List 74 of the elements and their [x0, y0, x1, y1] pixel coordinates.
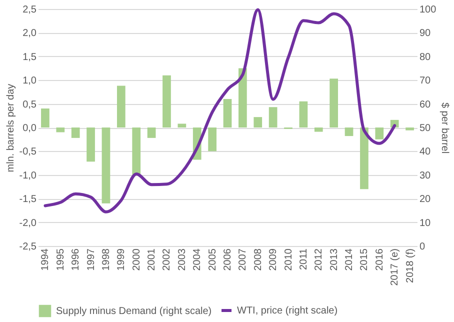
bar	[254, 117, 262, 128]
x-tick-label: 1994	[40, 248, 52, 271]
x-tick-label: 1998	[100, 248, 112, 271]
x-tick-label: 2014	[344, 248, 356, 271]
bar	[162, 75, 171, 128]
y-tick-label: -0,5	[19, 146, 37, 158]
y-tick-label: 1,0	[22, 76, 37, 87]
y2-tick-label: 30	[420, 170, 432, 182]
x-tick-label: 2013	[328, 248, 340, 271]
y2-tick-label: 0	[420, 242, 426, 252]
y2-tick-label: 10	[420, 218, 432, 229]
bar	[299, 101, 308, 128]
y-tick-label: 2,5	[22, 4, 37, 16]
bar	[208, 128, 216, 152]
x-tick-label: 2009	[268, 248, 280, 271]
y-tick-label: -2,0	[19, 218, 37, 229]
x-tick-label: 2000	[131, 248, 142, 271]
bar	[314, 128, 323, 132]
y2-tick-label: 70	[420, 76, 432, 87]
x-tick-label: 2001	[146, 248, 158, 271]
bar	[71, 128, 80, 138]
bar	[375, 128, 384, 140]
x-tick-label: 2007	[238, 248, 249, 271]
x-tick-label: 2015	[359, 248, 370, 271]
bar	[344, 128, 354, 136]
y-tick-label: -1,0	[19, 170, 37, 182]
x-tick-label: 2010	[283, 248, 294, 271]
y-tick-label: 0,0	[22, 123, 37, 134]
y2-tick-label: 20	[420, 194, 432, 206]
bar	[406, 128, 414, 130]
bar	[102, 128, 110, 204]
y-tick-label: 0,5	[22, 99, 37, 110]
x-tick-label: 2003	[176, 248, 188, 271]
y2-tick-label: 60	[420, 99, 432, 110]
legend-label: Supply minus Demand (right scale)	[56, 306, 212, 317]
y2-tick-label: 40	[420, 146, 432, 158]
x-tick-label: 2012	[314, 248, 325, 271]
bar	[86, 128, 95, 162]
bar	[56, 128, 65, 132]
x-tick-label: 1995	[55, 248, 66, 271]
y2-tick-label: 100	[420, 4, 437, 16]
x-tick-label: 2002	[162, 248, 173, 271]
x-tick-label: 2017 (e)	[390, 248, 401, 286]
y-tick-label: 2,0	[22, 28, 37, 40]
bar	[178, 124, 186, 128]
y2-tick-label: 50	[420, 123, 432, 134]
bar	[41, 108, 50, 128]
bar	[360, 128, 368, 190]
bar	[238, 68, 247, 128]
x-tick-label: 1997	[86, 248, 97, 271]
y-tick-label: 1,5	[22, 52, 37, 63]
x-tick-label: 2011	[298, 248, 310, 270]
y-axis-title: mln. barrels per day	[5, 84, 16, 172]
x-tick-label: 2004	[192, 248, 204, 271]
bar	[132, 128, 141, 175]
y2-tick-label: 80	[420, 52, 432, 63]
bar	[147, 128, 156, 138]
y-tick-label: -1,5	[19, 194, 37, 206]
x-tick-label: 2018 (f)	[404, 248, 416, 283]
y2-axis-title: $ per barrel	[439, 102, 450, 154]
y-tick-label: -2,5	[19, 242, 37, 252]
legend-label: WTI, price (right scale)	[237, 306, 338, 316]
x-tick-label: 1999	[116, 248, 128, 271]
x-tick-label: 1996	[70, 248, 82, 271]
bar	[330, 78, 338, 128]
bar	[116, 86, 126, 128]
bar	[268, 107, 278, 128]
line-series	[44, 8, 396, 214]
y2-tick-label: 90	[420, 28, 432, 40]
x-tick-label: 2006	[222, 248, 234, 271]
x-tick-label: 2005	[207, 248, 218, 271]
x-tick-label: 2016	[374, 248, 386, 271]
x-tick-label: 2008	[252, 248, 264, 271]
bar	[223, 99, 232, 128]
